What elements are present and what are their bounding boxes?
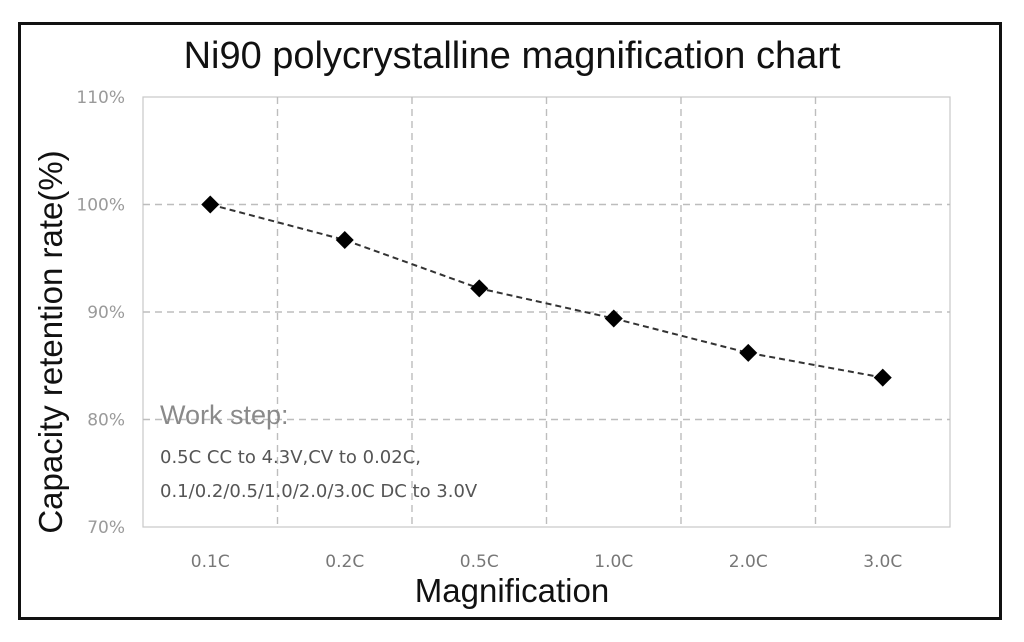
y-tick-label: 90%	[87, 303, 125, 323]
data-point	[201, 195, 220, 214]
x-tick-label: 1.0C	[594, 552, 633, 572]
x-tick-labels: 0.1C 0.2C 0.5C 1.0C 2.0C 3.0C	[191, 552, 902, 572]
x-tick-label: 0.2C	[325, 552, 364, 572]
grid	[142, 96, 951, 528]
y-tick-labels: 70% 80% 90% 100% 110%	[76, 88, 125, 538]
data-point	[873, 368, 892, 387]
x-tick-label: 2.0C	[729, 552, 768, 572]
x-tick-label: 3.0C	[863, 552, 902, 572]
y-tick-label: 80%	[87, 411, 125, 431]
data-point	[739, 343, 758, 362]
y-tick-label: 100%	[76, 196, 125, 216]
data-point	[604, 309, 623, 328]
y-tick-label: 110%	[76, 88, 125, 108]
data-point	[335, 230, 354, 249]
y-axis-title: Capacity retention rate(%)	[32, 150, 69, 533]
work-step-note: Work step: 0.5C CC to 4.3V,CV to 0.02C, …	[160, 400, 478, 502]
chart-title: Ni90 polycrystalline magnification chart	[184, 35, 841, 77]
chart-frame	[18, 22, 1002, 620]
note-line-1: 0.5C CC to 4.3V,CV to 0.02C,	[160, 447, 421, 468]
x-tick-label: 0.5C	[460, 552, 499, 572]
x-tick-label: 0.1C	[191, 552, 230, 572]
note-line-2: 0.1/0.2/0.5/1.0/2.0/3.0C DC to 3.0V	[160, 481, 478, 502]
data-point	[470, 279, 489, 298]
x-axis-title: Magnification	[415, 572, 609, 609]
series-line	[209, 203, 883, 379]
y-tick-label: 70%	[87, 518, 125, 538]
note-heading: Work step:	[160, 400, 289, 430]
series	[201, 195, 892, 387]
